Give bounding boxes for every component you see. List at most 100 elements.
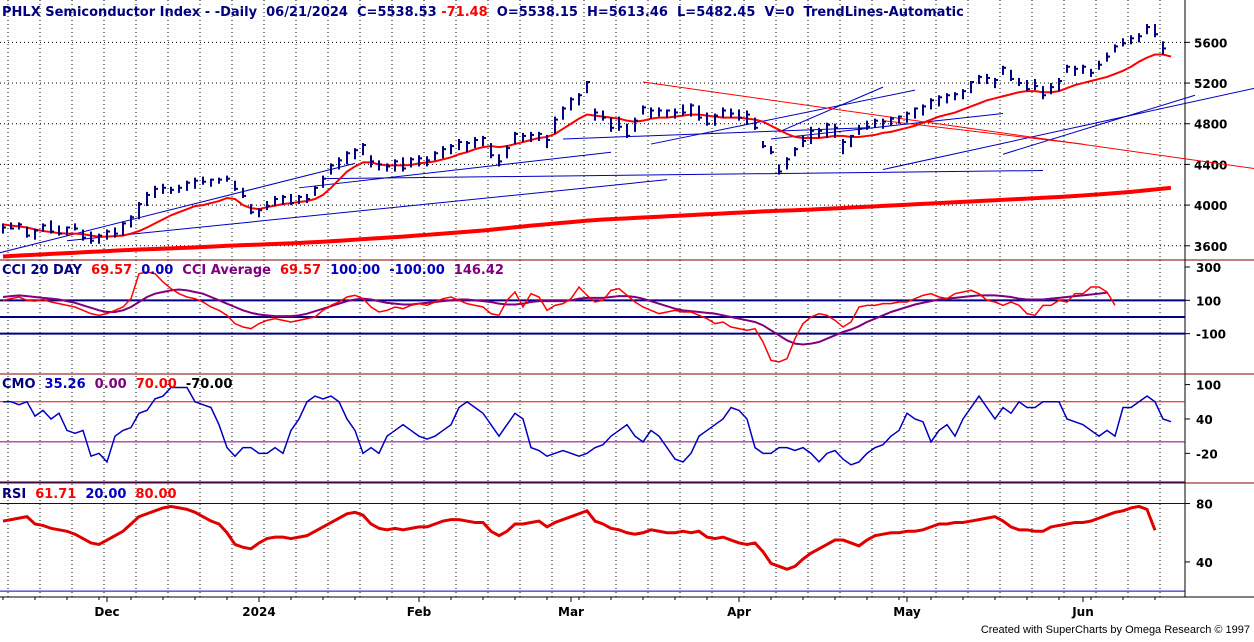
- price-bar: [34, 228, 38, 240]
- price-bar: [322, 175, 326, 188]
- price-bar: [570, 97, 574, 111]
- price-bar: [1130, 35, 1134, 45]
- price-bar: [986, 73, 990, 85]
- price-bar: [426, 156, 430, 167]
- price-bar: [290, 193, 294, 206]
- price-bar: [178, 184, 182, 193]
- price-bars-group: [2, 24, 1166, 244]
- trendline-blue: [650, 89, 916, 145]
- price-bar: [562, 106, 566, 120]
- price-bar: [1154, 24, 1158, 38]
- price-bar: [1042, 86, 1046, 100]
- price-bar: [466, 141, 470, 153]
- price-bar: [1138, 33, 1142, 43]
- chart-header: PHLX Semiconductor Index - -Daily 06/21/…: [2, 5, 964, 20]
- price-bar: [506, 145, 510, 159]
- trendline-blue: [562, 127, 868, 140]
- price-bar: [378, 160, 382, 171]
- price-bar: [490, 143, 494, 159]
- price-ma200-line: [2, 185, 1172, 259]
- cci-tick-label: 300: [1196, 261, 1221, 275]
- rsi-tick-label: 40: [1196, 556, 1213, 570]
- price-bar: [642, 105, 646, 115]
- price-bar: [946, 93, 950, 104]
- cmo-label: CMO: [2, 377, 36, 392]
- price-bar: [474, 136, 478, 149]
- price-bar: [1122, 38, 1126, 47]
- cmo-legend: CMO 35.26 0.00 70.00 -70.00: [2, 377, 232, 392]
- price-bar: [738, 109, 742, 121]
- price-bar: [282, 194, 286, 206]
- price-bar: [338, 157, 342, 170]
- price-bar: [410, 157, 414, 168]
- trendline-blue: [298, 151, 612, 189]
- price-tick-label: 5200: [1194, 77, 1227, 91]
- price-bar: [2, 223, 6, 234]
- header-part: -71.48: [441, 5, 488, 20]
- price-bar: [146, 191, 150, 207]
- price-bar: [10, 222, 14, 230]
- price-bar: [954, 92, 958, 101]
- price-bar: [218, 177, 222, 184]
- price-bar: [298, 194, 302, 205]
- price-bar: [706, 112, 710, 126]
- trendline-blue: [322, 170, 1044, 180]
- price-bar: [210, 178, 214, 187]
- x-tick-label: Jun: [1071, 605, 1094, 619]
- price-bar: [578, 93, 582, 106]
- cmo-cmo-line: [3, 386, 1172, 466]
- price-average-line: [2, 53, 1172, 238]
- price-bar: [266, 201, 270, 211]
- price-bar: [922, 104, 926, 116]
- price-bar: [514, 131, 518, 145]
- price-bar: [162, 183, 166, 194]
- cci-legend-value: 146.42: [454, 263, 504, 278]
- price-bar: [586, 81, 590, 94]
- price-bar: [906, 111, 910, 123]
- price-bar: [1050, 83, 1054, 95]
- trendline-blue: [882, 87, 1254, 170]
- cci-legend-value: 69.57: [280, 263, 321, 278]
- price-bar: [690, 103, 694, 117]
- price-bar: [442, 146, 446, 159]
- price-bar: [402, 157, 406, 172]
- price-bar: [202, 176, 206, 185]
- price-bar: [362, 143, 366, 156]
- rsi-legend-value: 80.00: [135, 487, 176, 502]
- price-bar: [498, 154, 502, 167]
- x-tick-label: Mar: [558, 605, 584, 619]
- cmo-tick-label: -20: [1196, 447, 1218, 461]
- price-bar: [242, 187, 246, 198]
- price-bar: [666, 109, 670, 118]
- trendline-blue: [1002, 94, 1196, 155]
- price-bar: [674, 108, 678, 119]
- price-bar: [234, 180, 238, 191]
- price-bar: [602, 110, 606, 121]
- price-bar: [546, 134, 550, 149]
- price-bar: [1114, 44, 1118, 53]
- price-bar: [730, 108, 734, 118]
- price-bar: [858, 124, 862, 135]
- cmo-tick-label: 40: [1196, 413, 1213, 427]
- price-bar: [130, 215, 134, 228]
- price-bar: [754, 117, 758, 130]
- rsi-legend: RSI 61.71 20.00 80.00: [2, 487, 177, 502]
- price-bar: [874, 118, 878, 128]
- price-bar: [842, 138, 846, 155]
- price-bar: [914, 107, 918, 119]
- cci-label: CCI 20 DAY: [2, 263, 83, 278]
- price-bar: [138, 202, 142, 220]
- trendline-red: [642, 81, 1254, 170]
- header-part: O=5538.15 H=5613.46 L=5482.45 V=0 TrendL…: [488, 5, 964, 20]
- cmo-tick-label: 100: [1196, 379, 1221, 393]
- price-bar: [58, 225, 62, 236]
- price-bar: [882, 118, 886, 129]
- price-bar: [26, 226, 30, 238]
- cci-cci_avg-line: [2, 288, 1108, 346]
- price-bar: [994, 77, 998, 89]
- price-bar: [658, 107, 662, 117]
- price-bar: [370, 155, 374, 168]
- price-bar: [714, 113, 718, 126]
- price-bar: [458, 138, 462, 151]
- price-bar: [930, 98, 934, 110]
